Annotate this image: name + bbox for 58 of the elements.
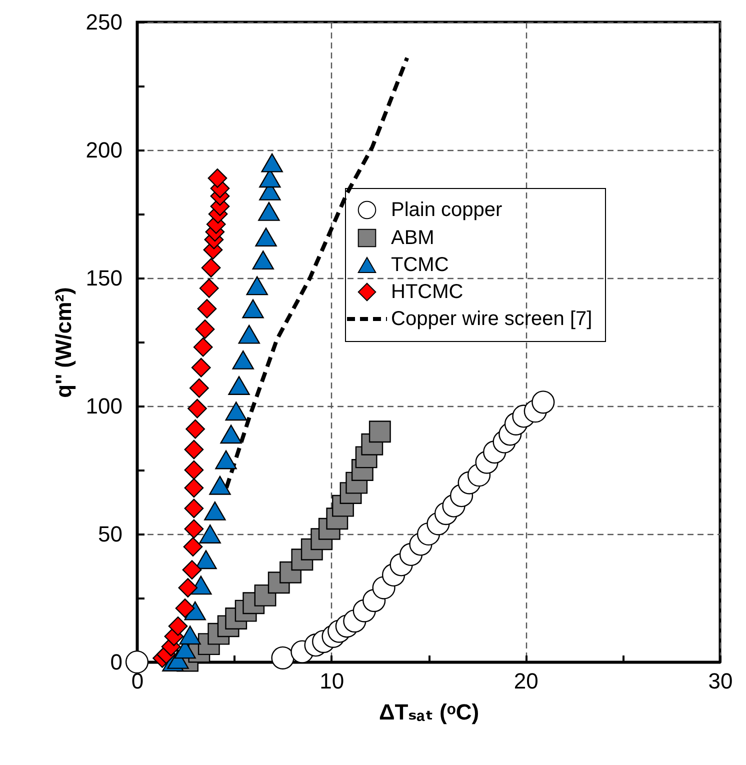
- x-tick-label: 20: [514, 668, 538, 694]
- point: [532, 390, 555, 414]
- point: [191, 358, 211, 378]
- point: [184, 519, 204, 539]
- point: [228, 376, 250, 395]
- y-tick-label: 100: [86, 394, 122, 418]
- point: [199, 278, 219, 298]
- point: [199, 524, 221, 544]
- legend-label: TCMC: [391, 254, 449, 276]
- point: [125, 650, 149, 674]
- point: [225, 402, 247, 421]
- point: [255, 228, 277, 247]
- point: [215, 450, 237, 470]
- point: [195, 550, 217, 570]
- y-tick-label: 150: [86, 266, 122, 290]
- point: [368, 420, 391, 443]
- point: [193, 337, 213, 357]
- point: [182, 560, 202, 580]
- point: [220, 424, 242, 444]
- legend-label: Copper wire screen [7]: [391, 308, 592, 330]
- point: [208, 168, 228, 188]
- point: [184, 498, 204, 518]
- point: [252, 250, 274, 270]
- x-axis-title: ΔTₛₐₜ (ᵒC): [378, 700, 480, 724]
- x-tick-label: 0: [131, 668, 144, 694]
- point: [201, 258, 221, 278]
- point: [204, 501, 226, 520]
- y-tick-label: 250: [86, 10, 122, 34]
- point: [184, 478, 204, 498]
- y-tick-label: 200: [86, 138, 122, 162]
- point: [168, 616, 188, 636]
- point: [186, 419, 205, 439]
- y-axis-title: q'' (W/cm²): [50, 287, 76, 398]
- x-tick-label: 30: [708, 668, 733, 694]
- legend-label: ABM: [391, 227, 434, 249]
- point: [195, 320, 215, 339]
- point: [242, 299, 264, 318]
- point: [258, 202, 280, 221]
- legend-label: HTCMC: [391, 281, 464, 303]
- point: [188, 398, 207, 418]
- x-tick-label: 10: [320, 668, 344, 694]
- y-tick-label: 50: [98, 522, 122, 546]
- point: [178, 578, 198, 598]
- point: [261, 153, 283, 172]
- point: [179, 626, 201, 645]
- point: [246, 276, 268, 296]
- point: [175, 598, 195, 618]
- point: [232, 350, 254, 370]
- point: [238, 324, 260, 344]
- point: [184, 460, 204, 480]
- point: [183, 537, 203, 556]
- legend-label: Plain copper: [391, 199, 503, 221]
- point: [184, 440, 204, 460]
- point: [271, 646, 294, 670]
- y-tick-label: 0: [110, 650, 122, 674]
- point: [190, 378, 209, 398]
- point: [197, 299, 217, 318]
- point: [209, 476, 231, 495]
